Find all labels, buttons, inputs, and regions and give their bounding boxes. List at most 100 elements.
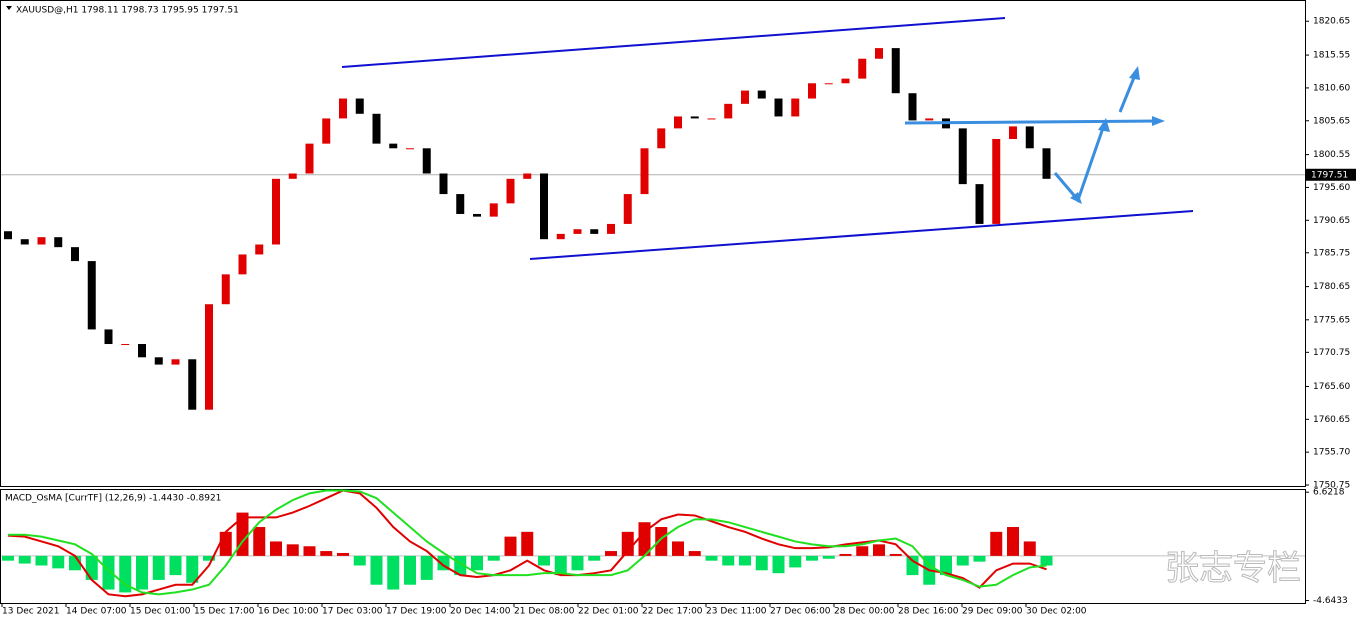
x-tick-label: 14 Dec 07:00 <box>66 607 127 617</box>
candle <box>908 93 917 121</box>
channel-bottom <box>529 210 1194 260</box>
x-tick-label: 22 Dec 01:00 <box>578 607 639 617</box>
y-tick-label: 1785.75 <box>1313 248 1350 258</box>
price-tag <box>1306 168 1356 181</box>
candle <box>406 148 414 150</box>
x-tick-label: 27 Dec 06:00 <box>770 607 831 617</box>
candle <box>841 78 850 84</box>
candle <box>221 274 230 305</box>
histogram-bar <box>906 555 919 576</box>
candle <box>607 223 615 234</box>
candle <box>824 83 833 85</box>
histogram-bar <box>521 531 534 556</box>
y-tick-label: 1750.75 <box>1313 481 1350 491</box>
candle <box>958 128 967 185</box>
candle <box>389 143 398 149</box>
histogram-bar <box>940 555 952 576</box>
candle <box>674 116 682 129</box>
histogram-bar <box>18 555 31 564</box>
candle <box>154 357 163 365</box>
y-tick-label: 1755.70 <box>1313 448 1350 458</box>
histogram-bar <box>253 527 266 556</box>
candle <box>238 254 247 275</box>
histogram-bar <box>973 555 986 562</box>
histogram-bar <box>672 541 684 556</box>
histogram-bar <box>554 555 567 576</box>
arrow-head <box>1129 66 1140 80</box>
histogram-bar <box>152 555 165 580</box>
histogram-bar <box>286 544 299 556</box>
histogram-bar <box>990 531 1003 556</box>
menu-icon[interactable] <box>6 6 12 10</box>
arrow-head <box>1098 118 1110 132</box>
candle <box>121 344 130 346</box>
candle <box>54 237 63 248</box>
histogram-bar <box>404 555 416 585</box>
x-tick-label: 29 Dec 09:00 <box>962 607 1023 617</box>
candle <box>37 237 46 245</box>
histogram-bar <box>186 555 199 583</box>
histogram-bar <box>270 541 282 556</box>
resistance-line <box>904 119 1161 125</box>
candle <box>4 231 12 240</box>
candle <box>272 178 280 245</box>
y-tick-label: 1770.75 <box>1313 348 1350 358</box>
price-tag-label: 1797.51 <box>1311 170 1348 180</box>
candle <box>506 178 515 204</box>
forecast-arrow <box>1118 74 1137 113</box>
y-tick-label: 1760.65 <box>1313 415 1350 425</box>
histogram-bar <box>538 555 550 566</box>
histogram-bar <box>772 555 785 574</box>
histogram-bar <box>889 553 902 556</box>
candle <box>188 359 197 410</box>
candle <box>205 304 213 410</box>
candle <box>355 98 364 114</box>
candle <box>975 184 984 224</box>
candle <box>439 173 448 195</box>
histogram-bar <box>1007 527 1019 556</box>
histogram-bar <box>236 512 249 556</box>
y-tick-label: 1795.60 <box>1313 183 1350 193</box>
histogram-bar <box>705 555 718 561</box>
candle <box>741 90 749 104</box>
y-tick-label: 1805.65 <box>1313 116 1350 126</box>
candle <box>20 239 29 245</box>
chart-title: XAUUSD@,H1 1798.11 1798.73 1795.95 1797.… <box>16 6 239 16</box>
candle <box>690 116 699 119</box>
histogram-bar <box>655 527 668 556</box>
y-tick-label: 1790.65 <box>1313 216 1350 226</box>
histogram-bar <box>571 555 584 571</box>
candle <box>339 98 347 119</box>
candle <box>556 233 565 240</box>
candle <box>138 344 146 358</box>
y-tick-label: 1800.55 <box>1313 150 1350 160</box>
candle <box>1025 126 1034 149</box>
candle <box>707 118 716 120</box>
candle <box>322 118 331 144</box>
histogram-bar <box>2 555 14 561</box>
histogram-bar <box>387 555 400 590</box>
candle <box>540 173 548 240</box>
x-tick-label: 15 Dec 01:00 <box>130 607 191 617</box>
histogram-bar <box>320 551 333 556</box>
candle <box>590 229 599 234</box>
histogram-bar <box>1040 555 1053 566</box>
candle <box>774 98 783 117</box>
histogram-bar <box>203 555 215 561</box>
watermark: 张志专栏 <box>1165 549 1301 589</box>
candle <box>71 247 79 262</box>
drawings <box>341 17 1194 260</box>
histogram-bar <box>806 555 818 561</box>
candle <box>925 118 934 121</box>
y-tick-label: -4.6433 <box>1313 596 1348 606</box>
histogram-bar <box>856 546 869 556</box>
histogram-bar <box>739 555 751 566</box>
candle <box>623 194 632 224</box>
candle <box>372 113 381 144</box>
candle <box>288 173 297 179</box>
candle <box>523 173 532 179</box>
candle <box>757 90 766 99</box>
y-tick-label: 1775.65 <box>1313 315 1350 325</box>
histogram-bar <box>85 555 98 580</box>
